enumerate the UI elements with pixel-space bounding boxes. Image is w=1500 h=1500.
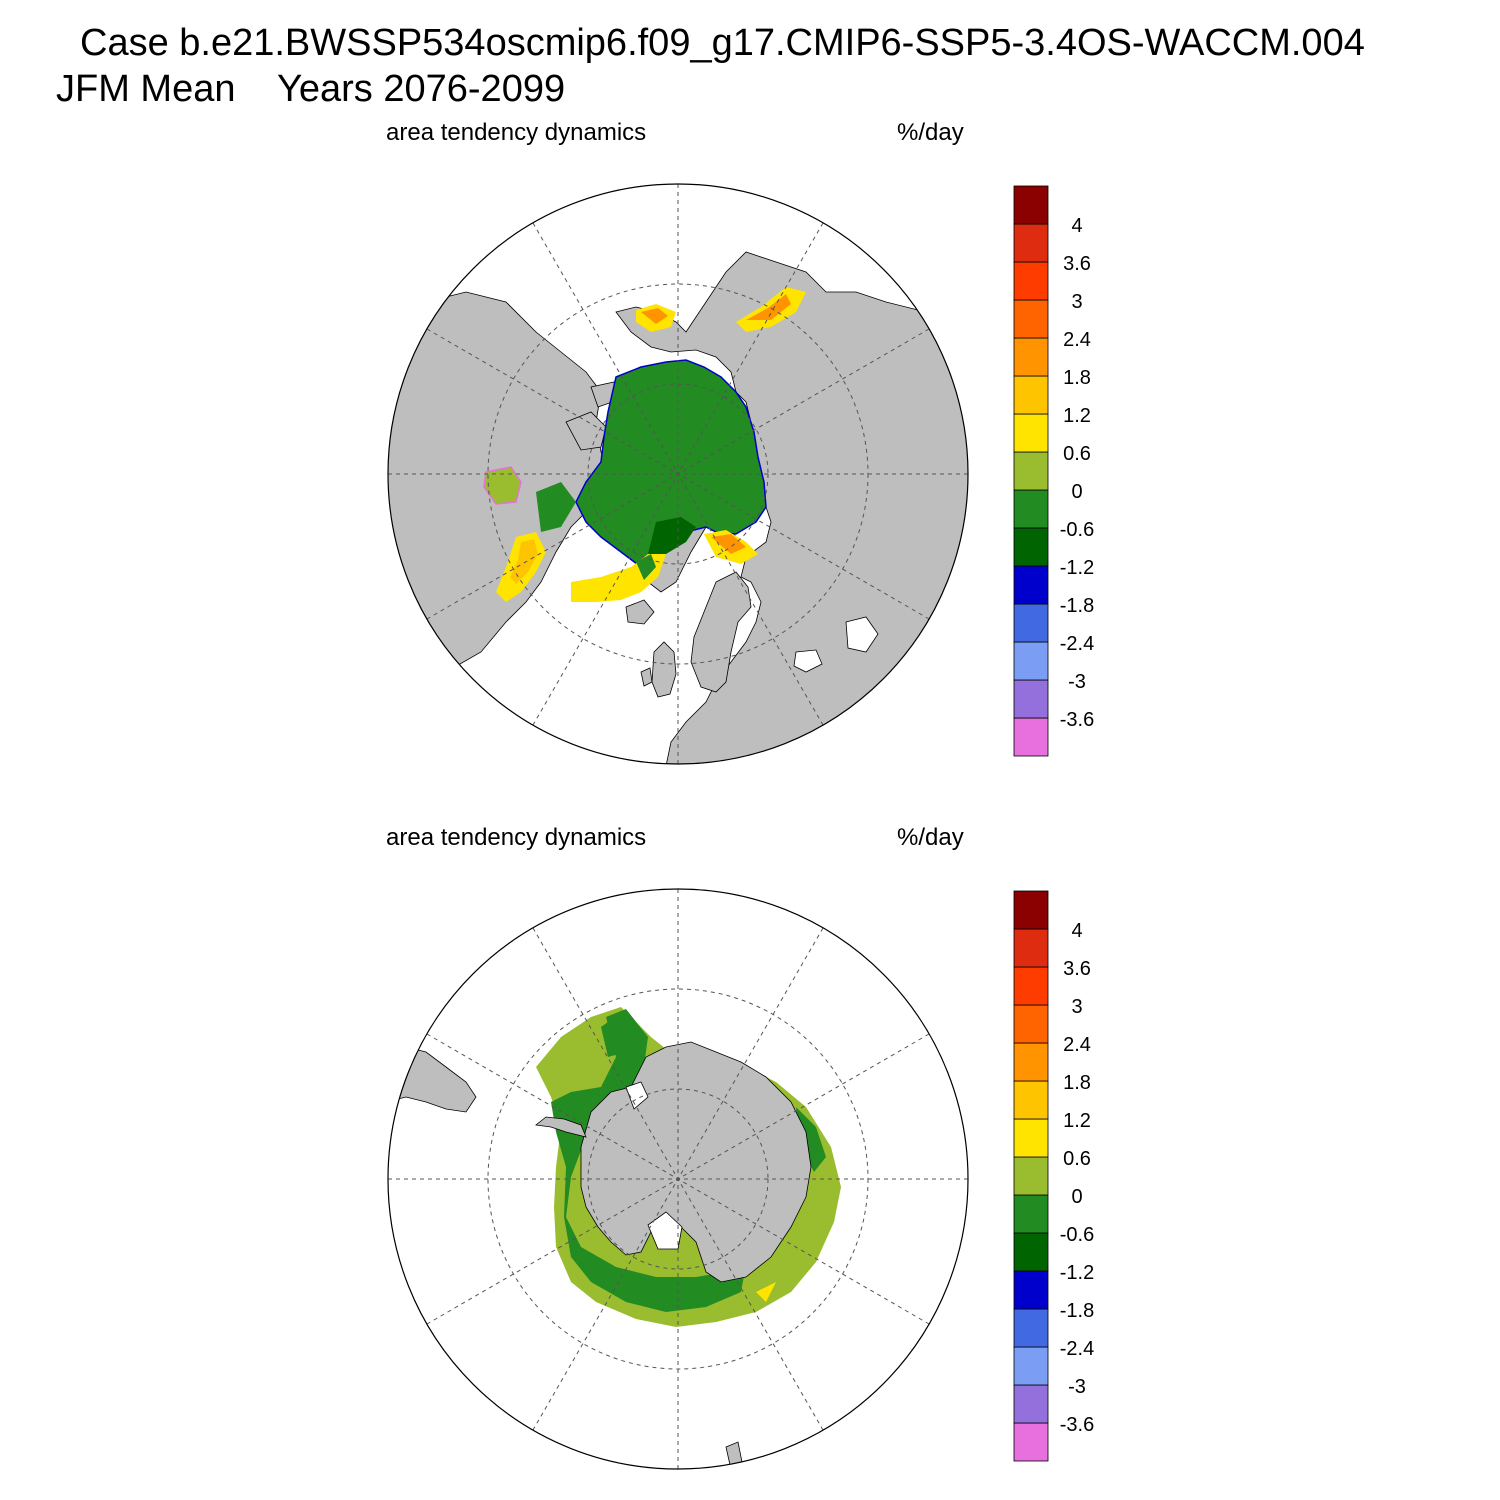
south-colorbar-box: [1013, 1118, 1049, 1158]
north-colorbar-label: -1.8: [1060, 595, 1094, 617]
south-colorbar-box: [1013, 1308, 1049, 1348]
south-colorbar-box: [1013, 1422, 1049, 1462]
north-units-label: %/day: [897, 119, 964, 146]
north-colorbar-label: 4: [1071, 215, 1082, 237]
north-variable-label: area tendency dynamics: [386, 119, 647, 146]
south-colorbar-label: 0.6: [1063, 1148, 1091, 1170]
south-colorbar-label: 2.4: [1063, 1034, 1091, 1056]
south-colorbar-box: [1013, 1384, 1049, 1424]
south-units-label: %/day: [897, 824, 964, 851]
north-colorbar-box: [1013, 223, 1049, 263]
south-graticule: [388, 889, 968, 1469]
north-colorbar-box: [1013, 603, 1049, 643]
north-colorbar-label: 0: [1071, 481, 1082, 503]
south-colorbar-label: 0: [1071, 1186, 1082, 1208]
south-colorbar-label: 1.8: [1063, 1072, 1091, 1094]
north-colorbar-box: [1013, 337, 1049, 377]
south-colorbar-box: [1013, 890, 1049, 930]
north-colorbar-box: [1013, 565, 1049, 605]
south-polar-map: [386, 887, 970, 1471]
north-colorbar-label: 3.6: [1063, 253, 1091, 275]
south-colorbar-box: [1013, 928, 1049, 968]
north-colorbar-box: [1013, 451, 1049, 491]
north-colorbar-label: 2.4: [1063, 329, 1091, 351]
south-colorbar-box: [1013, 1004, 1049, 1044]
south-map-border: [387, 888, 969, 1470]
north-map-border: [387, 183, 969, 765]
south-colorbar-label: -1.8: [1060, 1300, 1094, 1322]
period-title: JFM Mean Years 2076-2099: [56, 70, 565, 108]
north-colorbar-box: [1013, 679, 1049, 719]
north-colorbar-label: 3: [1071, 291, 1082, 313]
period-label: JFM Mean: [56, 68, 236, 110]
north-colorbar-label: 0.6: [1063, 443, 1091, 465]
south-colorbar-label: -1.2: [1060, 1262, 1094, 1284]
north-colorbar-box: [1013, 717, 1049, 757]
north-colorbar-box: [1013, 641, 1049, 681]
south-colorbar-box: [1013, 1080, 1049, 1120]
south-colorbar-label: -0.6: [1060, 1224, 1094, 1246]
south-colorbar-box: [1013, 1194, 1049, 1234]
north-sea-ice: [483, 287, 806, 602]
north-colorbar-box: [1013, 185, 1049, 225]
north-colorbar-label: -1.2: [1060, 557, 1094, 579]
north-colorbar-label: 1.2: [1063, 405, 1091, 427]
south-colorbar-label: -2.4: [1060, 1338, 1094, 1360]
north-colorbar: -3.6 -3 -2.4 -1.8 -1.2 -0.6 0 0.6 1.2 1.8 2.4 3 3.6 4: [1013, 185, 1154, 760]
south-variable-label: area tendency dynamics: [386, 824, 647, 851]
north-graticule: [388, 184, 968, 764]
south-colorbar-box: [1013, 1270, 1049, 1310]
north-colorbar-label: -3.6: [1060, 709, 1094, 731]
years-label: Years 2076-2099: [277, 68, 566, 110]
south-colorbar: -3.6 -3 -2.4 -1.8 -1.2 -0.6 0 0.6 1.2 1.8 2.4 3 3.6 4: [1013, 890, 1154, 1465]
south-colorbar-label: 3: [1071, 996, 1082, 1018]
south-colorbar-box: [1013, 1042, 1049, 1082]
south-colorbar-label: 3.6: [1063, 958, 1091, 980]
south-colorbar-label: -3: [1068, 1376, 1086, 1398]
north-colorbar-label: -0.6: [1060, 519, 1094, 541]
south-colorbar-box: [1013, 1232, 1049, 1272]
north-polar-map: [386, 182, 970, 766]
south-colorbar-label: -3.6: [1060, 1414, 1094, 1436]
south-colorbar-box: [1013, 1156, 1049, 1196]
south-colorbar-label: 1.2: [1063, 1110, 1091, 1132]
north-colorbar-label: 1.8: [1063, 367, 1091, 389]
north-colorbar-box: [1013, 375, 1049, 415]
north-colorbar-box: [1013, 299, 1049, 339]
north-colorbar-box: [1013, 261, 1049, 301]
north-colorbar-box: [1013, 527, 1049, 567]
north-colorbar-box: [1013, 489, 1049, 529]
south-colorbar-label: 4: [1071, 920, 1082, 942]
south-colorbar-box: [1013, 966, 1049, 1006]
case-title: Case b.e21.BWSSP534oscmip6.f09_g17.CMIP6…: [80, 22, 1365, 64]
north-colorbar-label: -2.4: [1060, 633, 1094, 655]
south-colorbar-box: [1013, 1346, 1049, 1386]
north-colorbar-label: -3: [1068, 671, 1086, 693]
north-colorbar-box: [1013, 413, 1049, 453]
